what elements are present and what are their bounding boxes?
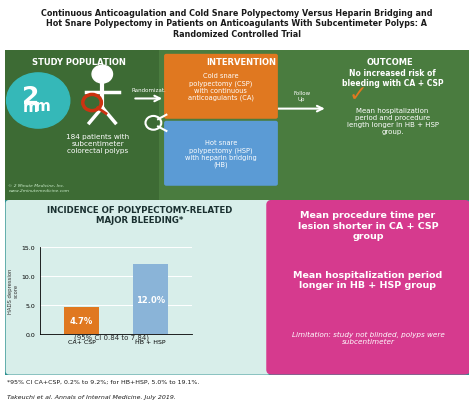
- Text: (95% CI 0.84 to 7.84): (95% CI 0.84 to 7.84): [74, 334, 149, 341]
- Text: Takeuchi et al. Annals of Internal Medicine. July 2019.: Takeuchi et al. Annals of Internal Medic…: [7, 394, 176, 399]
- Text: Follow
Up: Follow Up: [293, 90, 310, 101]
- Circle shape: [7, 74, 70, 129]
- Text: Continuous Anticoagulation and Cold Snare Polypectomy Versus Heparin Bridging an: Continuous Anticoagulation and Cold Snar…: [41, 9, 433, 39]
- Text: Limitation: study not blinded, polyps were
subcentimeter: Limitation: study not blinded, polyps we…: [292, 331, 445, 344]
- Text: m: m: [35, 99, 51, 113]
- Text: Randomizat.: Randomizat.: [131, 87, 166, 92]
- FancyBboxPatch shape: [0, 46, 474, 207]
- FancyBboxPatch shape: [0, 46, 159, 207]
- Text: OUTCOME: OUTCOME: [367, 58, 414, 66]
- FancyBboxPatch shape: [164, 122, 278, 186]
- Bar: [64, 307, 99, 334]
- Text: Mean procedure time per
lesion shorter in CA + CSP
group: Mean procedure time per lesion shorter i…: [298, 211, 438, 240]
- FancyBboxPatch shape: [266, 200, 470, 375]
- Text: 4.7%: 4.7%: [70, 316, 93, 325]
- FancyBboxPatch shape: [6, 200, 271, 375]
- Bar: [133, 264, 168, 334]
- Text: INCIDENCE OF POLYPECTOMY-RELATED
MAJOR BLEEDING*: INCIDENCE OF POLYPECTOMY-RELATED MAJOR B…: [47, 205, 232, 225]
- Text: *95% CI CA+CSP, 0.2% to 9.2%; for HB+HSP, 5.0% to 19.1%.: *95% CI CA+CSP, 0.2% to 9.2%; for HB+HSP…: [7, 378, 200, 384]
- Text: Mean hospitalization period
longer in HB + HSP group: Mean hospitalization period longer in HB…: [293, 270, 443, 290]
- Text: Cold snare
polypectomy (CSP)
with continuous
anticoagulants (CA): Cold snare polypectomy (CSP) with contin…: [188, 73, 254, 101]
- Text: No increased risk of
bleeding with CA + CSP: No increased risk of bleeding with CA + …: [342, 69, 443, 88]
- Text: Risk Ratio: Risk Ratio: [56, 305, 101, 313]
- FancyBboxPatch shape: [0, 196, 474, 379]
- Text: m: m: [22, 100, 38, 115]
- Text: STUDY POPULATION: STUDY POPULATION: [32, 58, 126, 66]
- Text: 2: 2: [22, 84, 39, 109]
- Text: INTERVENTION: INTERVENTION: [207, 58, 277, 66]
- Text: © 2 Minute Medicine, Inc.
www.2minutemedicine.com: © 2 Minute Medicine, Inc. www.2minutemed…: [9, 184, 70, 192]
- Text: 12.0%: 12.0%: [136, 295, 165, 304]
- Text: 2.56: 2.56: [110, 292, 192, 326]
- Circle shape: [92, 66, 112, 84]
- Y-axis label: HADS depression
score: HADS depression score: [8, 268, 19, 313]
- Text: Hot snare
polypectomy (HSP)
with heparin bridging
(HB): Hot snare polypectomy (HSP) with heparin…: [185, 140, 256, 168]
- Text: 184 patients with
subcentimeter
colorectal polyps: 184 patients with subcentimeter colorect…: [66, 134, 129, 153]
- FancyBboxPatch shape: [164, 55, 278, 119]
- Text: Mean hospitalization
period and procedure
length longer in HB + HSP
group.: Mean hospitalization period and procedur…: [346, 107, 438, 134]
- Text: ✓: ✓: [348, 85, 367, 105]
